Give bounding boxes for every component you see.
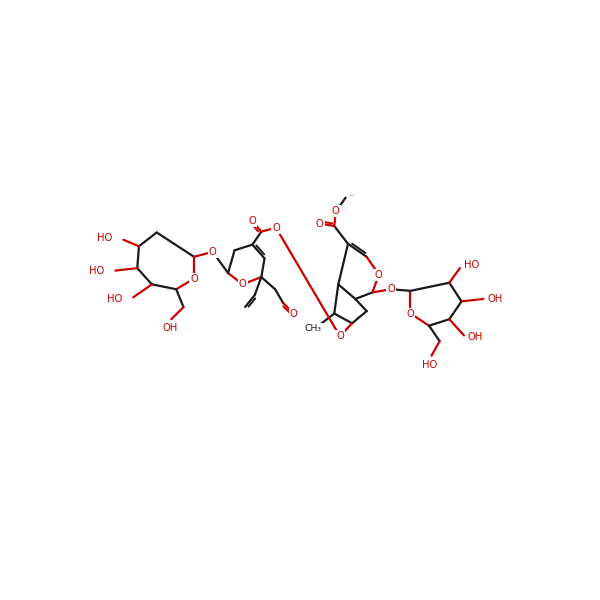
Text: O: O [407, 308, 415, 319]
Text: OH: OH [487, 294, 502, 304]
Text: HO: HO [97, 233, 112, 243]
Text: CH₃: CH₃ [305, 323, 322, 332]
Text: O: O [316, 218, 323, 229]
Text: O: O [332, 206, 340, 217]
Text: HO: HO [107, 294, 122, 304]
Text: O: O [375, 269, 383, 280]
Text: O: O [190, 274, 198, 284]
Text: O: O [209, 247, 217, 257]
Text: O: O [387, 284, 395, 294]
Text: O: O [239, 280, 247, 289]
Text: O: O [336, 331, 344, 341]
Text: O: O [290, 308, 298, 319]
Text: HO: HO [422, 361, 437, 370]
Text: O: O [272, 223, 280, 233]
Text: HO: HO [464, 260, 479, 270]
Text: methyl: methyl [350, 194, 355, 196]
Text: O: O [248, 216, 256, 226]
Text: OH: OH [467, 332, 483, 342]
Text: OH: OH [162, 323, 178, 333]
Text: HO: HO [89, 266, 104, 275]
